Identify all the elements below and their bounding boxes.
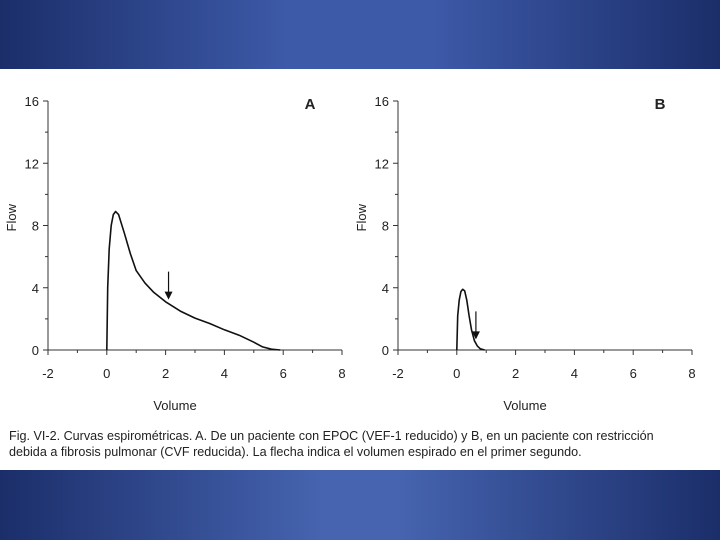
chart-a-fev1-arrow-head — [164, 291, 173, 300]
chart-b-x-tick-label: 4 — [571, 366, 578, 381]
caption-line-1: Fig. VI-2. Curvas espirométricas. A. De … — [9, 429, 654, 443]
figure-panel: -2 0 2 4 6 8 0 4 8 12 16 Volume Flow A -2 0 2 4 6 8 0 4 8 12 16 V… — [0, 69, 720, 470]
chart-b-flow-volume-curve — [456, 288, 485, 351]
chart-b-y-axis-label: Flow — [354, 203, 369, 231]
chart-a-x-tick-label: -2 — [42, 366, 54, 381]
slide-header-band — [0, 0, 720, 69]
slide-footer-band — [0, 470, 720, 540]
chart-a-x-axis-label: Volume — [153, 398, 196, 413]
chart-a-panel-label: A — [305, 96, 316, 113]
chart-a-y-tick-label: 4 — [32, 281, 39, 296]
chart-b-fev1-arrow-head — [471, 331, 480, 340]
chart-a-y-axis-label: Flow — [4, 203, 19, 231]
chart-a-y-tick-label: 0 — [32, 343, 39, 358]
chart-a-x-tick-label: 8 — [338, 366, 345, 381]
chart-a-y-tick-label: 16 — [25, 94, 39, 109]
chart-b-x-tick-label: 6 — [630, 366, 637, 381]
chart-b-x-tick-label: 0 — [453, 366, 460, 381]
chart-b-x-tick-label: 2 — [512, 366, 519, 381]
chart-a-x-tick-label: 6 — [280, 366, 287, 381]
chart-b-y-tick-label: 4 — [382, 281, 389, 296]
chart-a-flow-volume-curve — [106, 210, 281, 351]
chart-a-y-tick-label: 12 — [25, 156, 39, 171]
chart-b-x-tick-label: -2 — [392, 366, 404, 381]
chart-b-x-tick-label: 8 — [688, 366, 695, 381]
chart-a-x-tick-label: 2 — [162, 366, 169, 381]
chart-b-y-tick-label: 8 — [382, 219, 389, 234]
chart-b-panel-label: B — [655, 96, 666, 113]
chart-a-y-tick-label: 8 — [32, 219, 39, 234]
caption-line-2: debida a fibrosis pulmonar (CVF reducida… — [9, 445, 582, 459]
chart-a-x-tick-label: 0 — [103, 366, 110, 381]
chart-a-x-tick-label: 4 — [221, 366, 228, 381]
chart-b-x-axis-label: Volume — [503, 398, 546, 413]
chart-b-y-tick-label: 0 — [382, 343, 389, 358]
figure-caption: Fig. VI-2. Curvas espirométricas. A. De … — [9, 428, 709, 460]
chart-b-y-tick-label: 16 — [375, 94, 389, 109]
chart-b-y-tick-label: 12 — [375, 156, 389, 171]
